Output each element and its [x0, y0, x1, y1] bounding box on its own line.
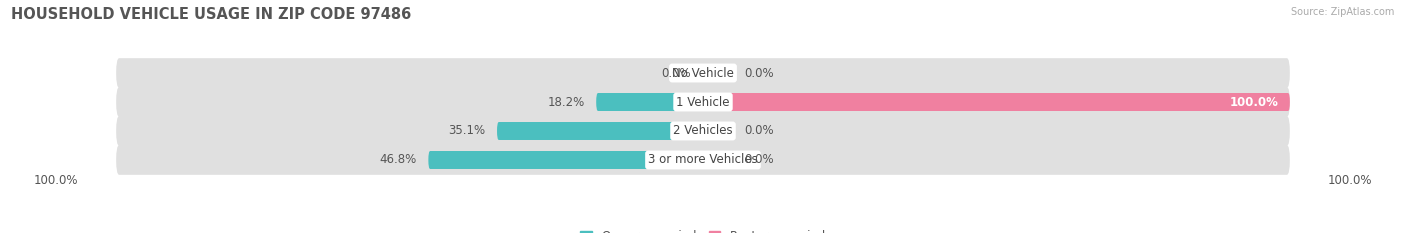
- Text: 2 Vehicles: 2 Vehicles: [673, 124, 733, 137]
- Text: 46.8%: 46.8%: [380, 154, 416, 167]
- Text: 3 or more Vehicles: 3 or more Vehicles: [648, 154, 758, 167]
- FancyBboxPatch shape: [703, 64, 733, 82]
- FancyBboxPatch shape: [117, 116, 1289, 146]
- Text: HOUSEHOLD VEHICLE USAGE IN ZIP CODE 97486: HOUSEHOLD VEHICLE USAGE IN ZIP CODE 9748…: [11, 7, 412, 22]
- FancyBboxPatch shape: [596, 93, 703, 111]
- Text: 0.0%: 0.0%: [744, 154, 773, 167]
- FancyBboxPatch shape: [429, 151, 703, 169]
- Text: 100.0%: 100.0%: [1229, 96, 1278, 109]
- Text: 100.0%: 100.0%: [34, 174, 79, 187]
- Text: 1 Vehicle: 1 Vehicle: [676, 96, 730, 109]
- FancyBboxPatch shape: [496, 122, 703, 140]
- Text: 35.1%: 35.1%: [449, 124, 485, 137]
- Text: 18.2%: 18.2%: [547, 96, 585, 109]
- Text: 100.0%: 100.0%: [1327, 174, 1372, 187]
- Text: Source: ZipAtlas.com: Source: ZipAtlas.com: [1291, 7, 1395, 17]
- FancyBboxPatch shape: [117, 58, 1289, 88]
- FancyBboxPatch shape: [117, 145, 1289, 175]
- Legend: Owner-occupied, Renter-occupied: Owner-occupied, Renter-occupied: [575, 225, 831, 233]
- Text: No Vehicle: No Vehicle: [672, 66, 734, 79]
- FancyBboxPatch shape: [117, 87, 1289, 117]
- Text: 0.0%: 0.0%: [662, 66, 692, 79]
- Text: 0.0%: 0.0%: [744, 66, 773, 79]
- FancyBboxPatch shape: [703, 151, 733, 169]
- Text: 0.0%: 0.0%: [744, 124, 773, 137]
- FancyBboxPatch shape: [703, 122, 733, 140]
- FancyBboxPatch shape: [703, 93, 1289, 111]
